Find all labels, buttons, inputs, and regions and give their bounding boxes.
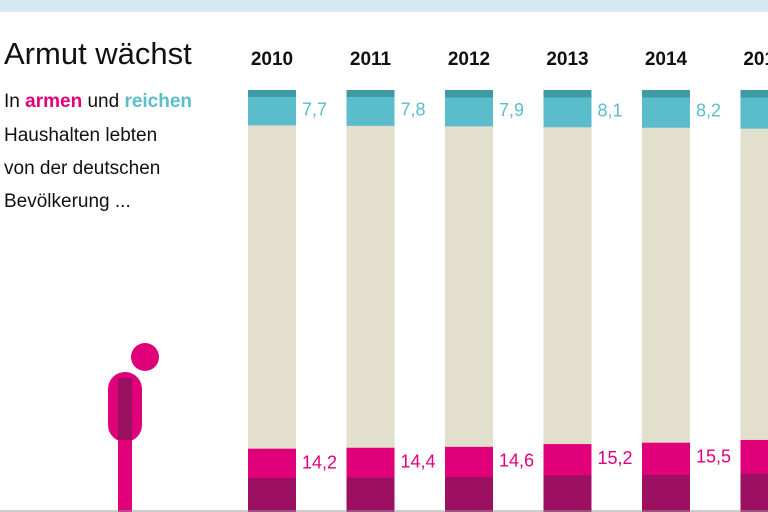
bar-track — [248, 90, 296, 512]
legend-entry: reichen — [124, 91, 192, 112]
person-icon — [108, 343, 159, 512]
x-tick-label: 2011 — [350, 49, 392, 70]
data-label: 7,9 — [499, 100, 524, 120]
subtitle-line: von der deutschen — [4, 158, 160, 179]
data-label: 14,2 — [302, 452, 337, 472]
bar-segment — [543, 444, 592, 512]
bar-segment — [248, 448, 296, 512]
bar-segment — [543, 90, 592, 128]
bar-segment — [248, 90, 296, 126]
subtitle-line: Haushalten lebten — [4, 125, 157, 146]
x-tick-label: 2010 — [251, 49, 293, 70]
chart-title: Armut wächst — [4, 36, 192, 71]
bar-segment — [642, 442, 690, 512]
bar-segment — [740, 439, 768, 512]
x-tick-label: 2013 — [546, 49, 588, 70]
subtitle-line: Bevölkerung ... — [4, 191, 131, 212]
subtitle-word: In — [4, 91, 20, 112]
subtitle-word: und — [87, 91, 119, 112]
bar-segment — [642, 90, 690, 128]
subtitle-line: In armen und reichen — [4, 91, 192, 112]
bar-segment — [445, 446, 493, 512]
data-label: 8,2 — [696, 101, 721, 121]
data-label: 14,4 — [401, 452, 436, 472]
x-tick-label: 2015 — [743, 49, 768, 70]
x-tick-label: 2014 — [645, 49, 688, 70]
bar-segment — [346, 90, 395, 126]
data-label: 7,7 — [302, 99, 327, 119]
data-label: 7,8 — [401, 100, 426, 120]
data-label: 15,2 — [598, 448, 633, 468]
data-label: 15,5 — [696, 446, 731, 466]
bar-track — [543, 90, 592, 512]
bar-track — [346, 90, 395, 512]
bar-segment — [445, 90, 493, 127]
bar-segment — [740, 90, 768, 129]
legend-entry: armen — [25, 91, 82, 112]
bar-track — [642, 90, 690, 512]
data-label: 8,1 — [598, 100, 623, 120]
data-label: 14,6 — [499, 451, 534, 471]
x-tick-label: 2012 — [448, 49, 490, 70]
top-band — [0, 0, 768, 12]
bar-segment — [346, 447, 395, 512]
bar-track — [445, 90, 493, 512]
